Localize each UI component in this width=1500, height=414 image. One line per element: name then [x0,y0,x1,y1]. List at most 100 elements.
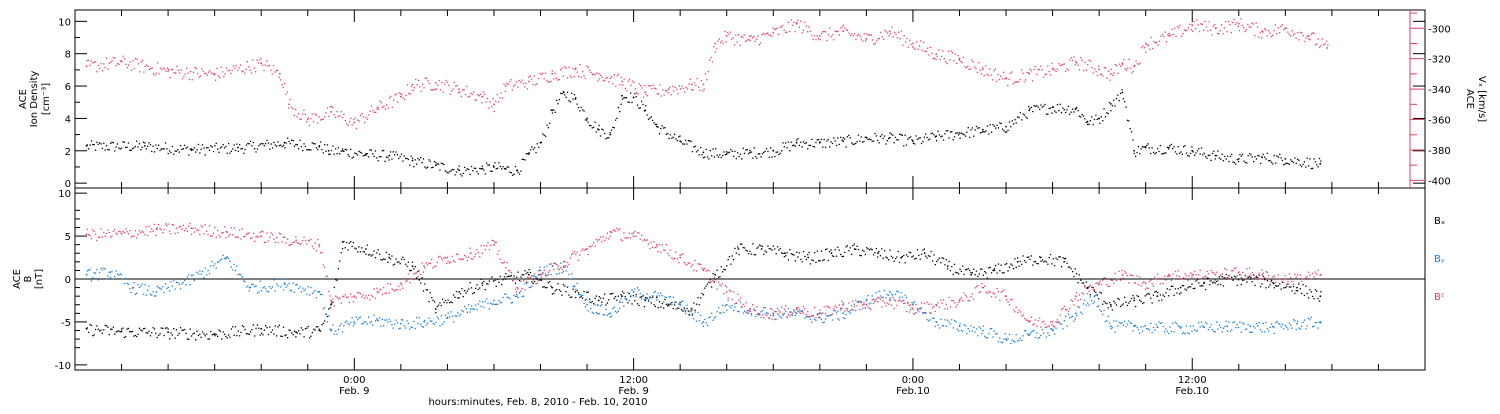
bz-dot [266,232,268,234]
density-dot [372,153,374,155]
by-dot [436,316,438,318]
bx-dot [542,286,544,288]
vx-dot [301,113,304,115]
by-dot [915,312,917,314]
density-dot [824,146,827,149]
density-dot [547,127,549,129]
density-dot [944,133,946,135]
density-dot [792,144,794,147]
bz-dot [436,261,438,263]
by-dot [974,331,976,333]
bx-dot [284,335,286,337]
bz-dot [614,230,617,232]
density-dot [579,110,581,112]
vx-dot [1056,68,1059,70]
bx-dot [1150,297,1152,299]
density-dot [979,132,982,134]
by-dot [1279,323,1281,325]
density-dot [610,129,613,131]
bz-dot [215,236,217,238]
vx-dot [220,66,222,68]
bx-dot [518,280,521,282]
by-dot [1184,333,1186,335]
vx-dot [989,68,991,70]
bx-dot [211,334,213,336]
density-dot [801,146,803,148]
vx-dot [359,114,362,116]
bx-dot [1055,257,1057,259]
bz-dot [613,229,615,231]
vx-dot [830,36,832,38]
by-dot [804,317,806,319]
bx-dot [745,249,747,251]
bz-dot [151,228,153,230]
bx-dot [605,304,607,306]
by-dot [366,323,368,325]
bz-dot [140,232,142,234]
vx-dot [1269,32,1271,34]
vx-dot [399,92,402,95]
bz-dot [1015,306,1017,308]
vx-point [493,103,495,106]
bz-dot [1298,282,1300,284]
bz-point [795,308,798,310]
bx-dot [516,276,518,278]
bz-dot [318,246,320,248]
bz-dot [951,299,953,302]
density-dot [614,119,617,121]
bz-dot [518,291,521,294]
vx-dot [611,76,613,78]
vx-point [842,30,844,33]
bx-dot [1124,296,1126,298]
bx-dot [273,333,275,335]
by-dot [212,265,215,267]
bx-dot [1275,285,1277,287]
density-point [702,151,705,154]
vx-dot [707,71,709,73]
bx-dot [1213,281,1215,283]
density-dot [479,167,481,170]
bx-dot [277,326,279,328]
vx-dot [125,63,127,65]
density-dot [1312,167,1314,169]
by-dot [1247,324,1249,326]
vx-dot [1222,33,1224,35]
by-dot [118,274,120,276]
vx-dot [456,85,458,87]
vx-dot [1204,20,1206,23]
density-dot [219,147,221,149]
bx-dot [962,265,964,267]
by-dot [1126,323,1129,325]
bz-dot [734,303,736,305]
bz-dot [1114,272,1116,274]
density-dot [118,147,120,149]
bx-dot [927,255,930,257]
bx-dot [472,292,474,295]
density-dot [654,123,656,126]
vx-dot [524,86,526,88]
by-dot [315,297,318,299]
bz-dot [1058,321,1060,324]
bx-dot [1003,272,1005,274]
bz-dot [203,233,205,235]
vx-point [376,106,379,109]
by-dot [1032,330,1034,332]
bz-dot [391,288,393,290]
bx-dot [683,307,685,309]
density-dot [1307,165,1310,167]
vx-dot [662,89,664,91]
density-dot [934,136,936,138]
vx-dot [829,27,831,29]
density-dot [298,148,300,150]
bz-dot [326,275,329,277]
by-dot [701,322,703,324]
density-dot [1169,144,1171,147]
density-dot [256,148,259,150]
by-dot [553,268,555,270]
density-dot [1041,106,1043,108]
by-dot [1022,335,1024,337]
vx-dot [644,85,646,87]
density-point [1086,120,1089,123]
vx-dot [573,76,576,78]
density-dot [470,165,473,168]
